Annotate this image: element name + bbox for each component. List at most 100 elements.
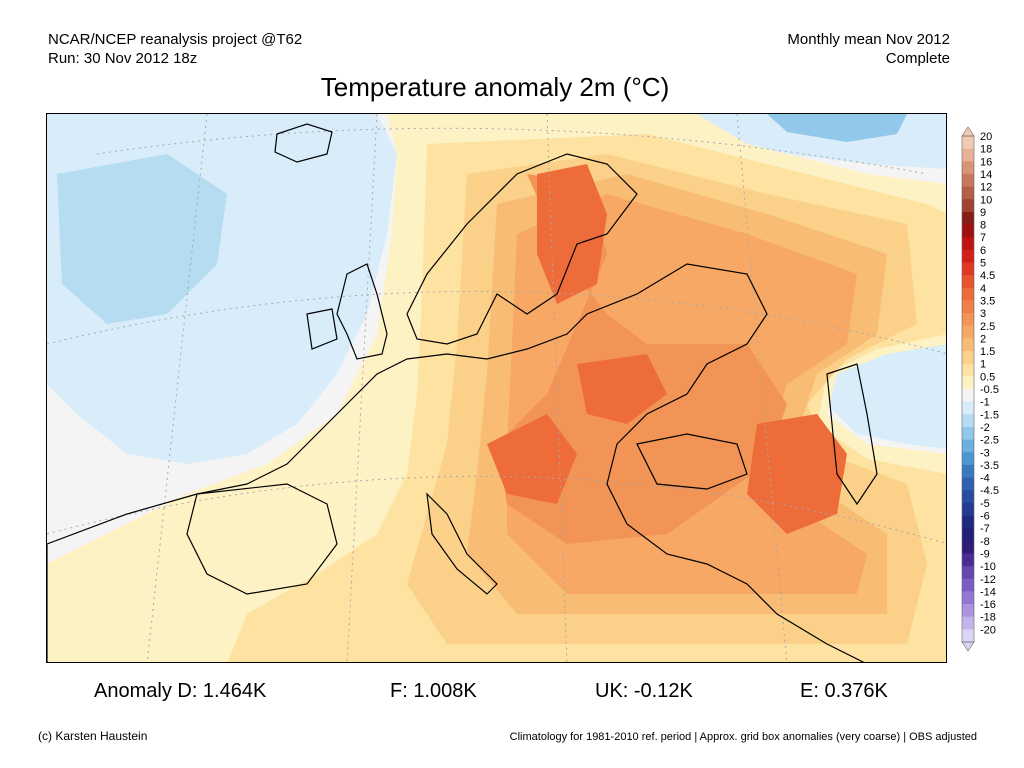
legend-swatch [962,616,974,630]
legend-swatch [962,439,974,453]
coastlines [47,123,878,662]
legend-label: 0.5 [980,371,995,383]
legend-swatch [962,426,974,441]
field-warm-7-balkans [487,414,577,504]
climatology-note: Climatology for 1981-2010 ref. period | … [509,731,977,743]
legend-arrow-top [961,126,975,137]
legend-swatch [962,300,974,314]
coast-britain [336,263,388,360]
legend-label: -1 [980,397,990,409]
legend-label: -1.5 [980,409,999,421]
legend-swatch [962,414,974,428]
legend-swatch [962,161,974,175]
legend-label: -16 [980,599,996,611]
legend-swatch [962,591,974,605]
legend-swatch [962,199,974,213]
graticule [47,114,946,662]
legend-frame [961,135,975,643]
legend-label: -5 [980,498,990,510]
legend-swatch [962,464,974,479]
legend-swatch [962,502,974,516]
legend-swatch [962,249,974,263]
legend-swatch [962,224,974,238]
stat-europe-anomaly: E: 0.376K [800,680,888,702]
legend-swatch [962,604,974,618]
legend-label: -4 [980,473,990,485]
map-canvas [47,114,946,662]
legend-label: 6 [980,245,986,257]
legend-label: -7 [980,523,990,535]
legend-bar: 201816141210987654.543.532.521.510.5-0.5… [961,126,999,652]
legend-swatch [962,490,974,504]
legend-label: 4.5 [980,270,995,282]
legend-swatch [962,629,974,643]
status-label: Complete [885,50,950,67]
coast-ireland [306,308,338,350]
coast-scandinavia [406,153,638,345]
legend-label: 18 [980,144,992,156]
field-cold-greenland [252,114,357,174]
legend-label: 10 [980,194,992,206]
legend-swatch [962,351,974,365]
legend-swatch [962,540,974,554]
legend-swatch [962,186,974,200]
legend-label: -2 [980,422,990,434]
legend-swatch [962,389,974,403]
legend-swatch [962,313,974,327]
legend-label: 2.5 [980,321,995,333]
legend-label: 8 [980,220,986,232]
field-cold-atlantic-core [57,154,227,324]
map-title: Temperature anomaly 2m (°C) [320,72,670,102]
legend-label: -3 [980,447,990,459]
legend-swatch [962,325,974,339]
legend-label: 16 [980,156,992,168]
legend-label: -10 [980,561,996,573]
legend-label: 3 [980,308,986,320]
legend-label: 7 [980,232,986,244]
legend-swatch [962,578,974,592]
legend-swatch [962,566,974,580]
legend-swatch [962,363,974,377]
model-label: NCAR/NCEP reanalysis project @T62 [48,31,303,48]
legend-swatch [962,275,974,289]
field-cold-arctic-core [767,114,907,142]
legend-label: 12 [980,182,992,194]
legend-label: -6 [980,511,990,523]
field-warm-7-central [577,354,667,424]
legend-swatch [962,401,974,415]
coast-continent [47,263,865,662]
legend-swatch [962,376,974,390]
legend-swatch [962,237,974,251]
header-left: NCAR/NCEP reanalysis project @T62 Run: 3… [48,30,302,68]
legend-label: 3.5 [980,295,995,307]
credit-text: (c) Karsten Haustein [38,729,148,743]
legend-swatch [962,173,974,188]
legend-label: 20 [980,131,992,143]
stat-domain-anomaly: Anomaly D: 1.464K [94,680,267,702]
stat-france-anomaly: F: 1.008K [390,680,477,702]
legend-label: 4 [980,283,986,295]
anomaly-map [46,113,947,663]
coast-caspian [826,363,878,506]
legend-label: 2 [980,333,986,345]
legend-label: 5 [980,258,986,270]
legend-label: 14 [980,169,992,181]
coast-italy [426,492,498,595]
run-label: Run: 30 Nov 2012 18z [48,50,198,67]
color-legend: 20 18 16 14 12 10 9 8 7 6 5 4.5 4 3.5 3 2.5 2 1.5 1 0.5 -0.5… [958,126,1024,652]
legend-label: -18 [980,612,996,624]
legend-label: -2.5 [980,435,999,447]
legend-label: -9 [980,548,990,560]
legend-swatch [962,262,974,276]
legend-swatch [962,452,974,466]
legend-label: -14 [980,586,996,598]
legend-label: -4.5 [980,485,999,497]
legend-swatch [962,528,974,542]
legend-swatch [962,287,974,301]
legend-label: -8 [980,536,990,548]
legend-swatch [962,477,974,491]
coast-iceland [274,123,333,163]
header-right: Monthly mean Nov 2012 Complete [787,30,950,68]
coast-iberia [186,483,338,595]
legend-label: 1 [980,359,986,371]
